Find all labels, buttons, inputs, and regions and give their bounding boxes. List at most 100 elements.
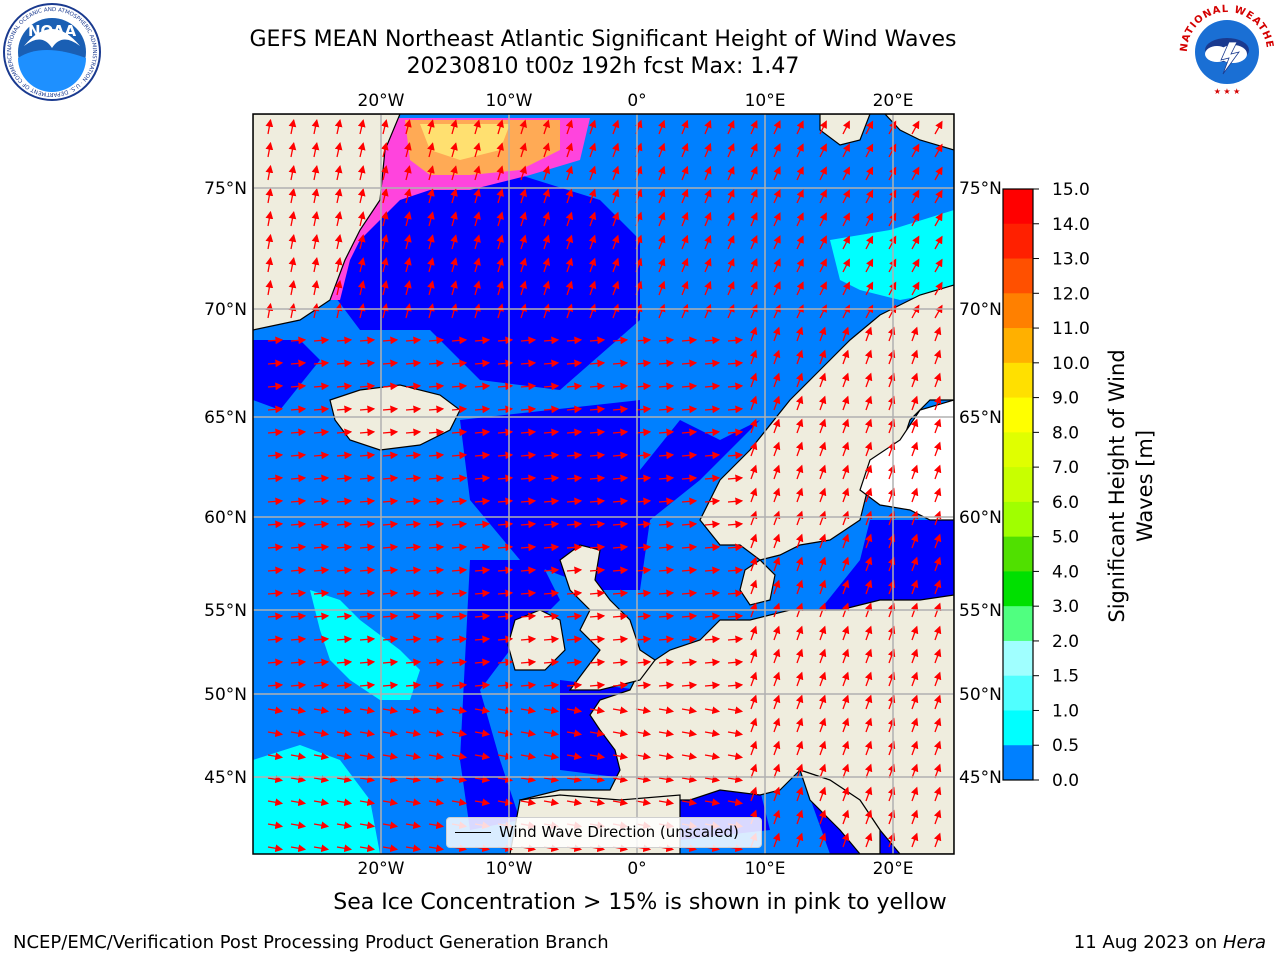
wave-direction-arrow (704, 729, 721, 738)
wave-direction-arrow (382, 821, 399, 830)
wave-direction-arrow (612, 474, 629, 483)
wave-direction-arrow (589, 405, 606, 414)
wave-direction-arrow (796, 120, 804, 135)
wave-direction-arrow (865, 189, 874, 204)
wave-direction-arrow (727, 474, 744, 483)
wave-direction-arrow (865, 235, 874, 250)
wave-direction-arrow (336, 706, 353, 715)
wave-direction-arrow (749, 556, 758, 572)
wave-direction-arrow (911, 120, 920, 135)
wave-direction-arrow (428, 405, 445, 414)
wave-direction-arrow (451, 497, 468, 506)
wave-direction-arrow (267, 775, 284, 784)
wave-direction-arrow (681, 474, 698, 483)
wave-direction-arrow (520, 798, 537, 807)
wave-direction-arrow (520, 336, 537, 345)
wave-direction-arrow (704, 474, 721, 483)
wave-direction-arrow (589, 681, 606, 690)
wave-direction-arrow (450, 165, 458, 181)
wave-direction-arrow (658, 566, 675, 575)
wave-direction-arrow (520, 474, 537, 483)
wave-direction-arrow (681, 382, 698, 391)
wave-direction-arrow (841, 556, 850, 572)
wave-direction-arrow (635, 681, 652, 690)
wave-direction-arrow (658, 257, 666, 273)
wave-direction-arrow (635, 497, 652, 506)
wave-direction-arrow (910, 533, 919, 549)
wave-direction-arrow (864, 625, 873, 641)
wave-direction-arrow (428, 681, 445, 690)
wave-direction-arrow (681, 428, 698, 437)
wave-direction-arrow (841, 717, 850, 733)
wave-direction-arrow (519, 119, 527, 135)
wave-direction-arrow (589, 520, 606, 529)
wave-direction-arrow (359, 520, 376, 529)
wave-direction-arrow (336, 451, 353, 460)
wave-direction-arrow (842, 120, 850, 135)
wave-direction-arrow (772, 740, 781, 756)
wave-direction-arrow (910, 740, 919, 756)
wave-direction-arrow (359, 474, 376, 483)
wave-direction-arrow (566, 658, 583, 667)
wave-direction-arrow (566, 612, 583, 621)
wave-direction-arrow (933, 510, 942, 526)
wave-direction-arrow (496, 188, 504, 204)
wave-direction-arrow (543, 428, 560, 437)
lat-label-right: 65°N (959, 408, 1002, 428)
wave-direction-arrow (612, 520, 629, 529)
wave-direction-arrow (772, 763, 781, 779)
wave-direction-arrow (727, 520, 744, 529)
wave-direction-arrow (543, 543, 560, 552)
wave-direction-arrow (404, 257, 412, 273)
wave-direction-arrow (635, 543, 652, 552)
wave-direction-arrow (818, 625, 827, 641)
wave-direction-arrow (474, 451, 491, 460)
wave-direction-arrow (267, 844, 284, 853)
lon-label-top: 10°W (486, 91, 533, 111)
wave-direction-arrow (290, 428, 307, 437)
wave-direction-arrow (658, 119, 666, 135)
wave-direction-arrow (405, 497, 422, 506)
wave-direction-arrow (474, 497, 491, 506)
wave-direction-arrow (267, 635, 284, 644)
wave-direction-arrow (451, 382, 468, 391)
wave-direction-arrow (474, 658, 491, 667)
wave-direction-arrow (496, 142, 504, 158)
wave-direction-arrow (841, 533, 850, 549)
wave-direction-arrow (404, 211, 412, 227)
wave-direction-arrow (451, 336, 468, 345)
wave-direction-arrow (658, 543, 675, 552)
wave-direction-arrow (681, 257, 689, 273)
wave-direction-arrow (841, 372, 850, 388)
wave-direction-arrow (635, 451, 652, 460)
wave-direction-arrow (612, 336, 629, 345)
wave-direction-arrow (405, 543, 422, 552)
wave-direction-arrow (658, 428, 675, 437)
wave-direction-arrow (933, 464, 942, 480)
wave-direction-arrow (566, 635, 583, 644)
wave-direction-arrow (750, 212, 758, 227)
wave-direction-arrow (635, 658, 652, 667)
wave-direction-arrow (933, 671, 942, 687)
wave-direction-arrow (520, 681, 537, 690)
wave-direction-arrow (474, 706, 491, 715)
wave-direction-arrow (357, 280, 366, 296)
wave-direction-arrow (727, 143, 735, 158)
wave-direction-arrow (864, 740, 873, 756)
wave-direction-arrow (313, 706, 330, 715)
wave-direction-arrow (612, 359, 629, 368)
wave-direction-arrow (796, 281, 804, 296)
wave-direction-arrow (795, 556, 804, 572)
wave-direction-arrow (819, 212, 827, 227)
wave-direction-arrow (704, 257, 712, 273)
lat-label-left: 65°N (204, 408, 247, 428)
wave-direction-arrow (474, 474, 491, 483)
wave-direction-arrow (773, 235, 781, 250)
wave-direction-arrow (635, 635, 652, 644)
wave-direction-arrow (566, 798, 583, 807)
wave-direction-arrow (611, 211, 620, 227)
wave-direction-arrow (565, 142, 574, 158)
wave-direction-arrow (796, 143, 804, 158)
wave-direction-arrow (796, 166, 804, 181)
wave-direction-arrow (313, 821, 330, 830)
